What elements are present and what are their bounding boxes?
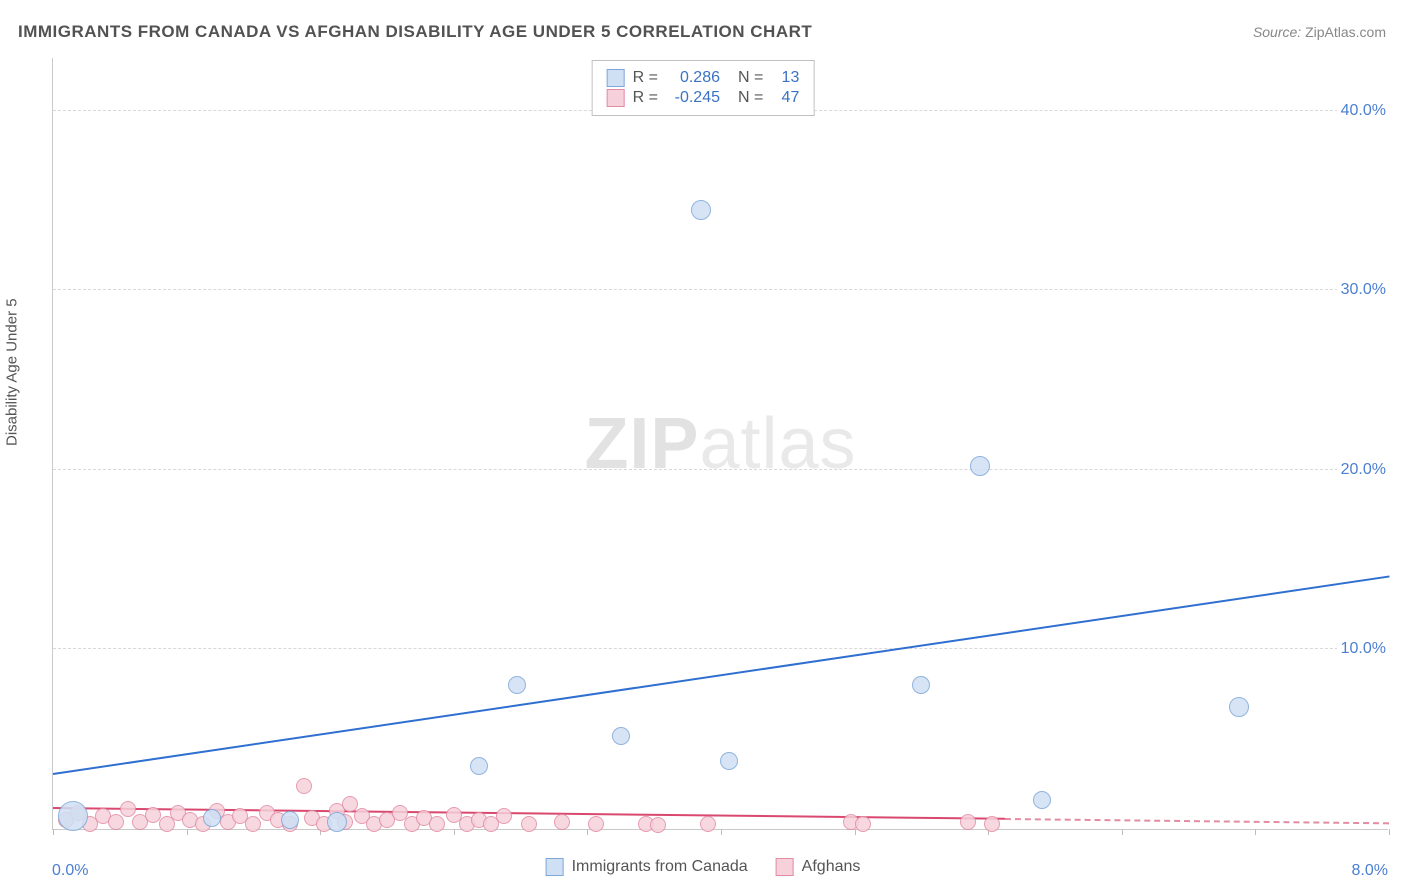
data-point xyxy=(960,814,976,830)
data-point xyxy=(691,200,711,220)
y-axis-title: Disability Age Under 5 xyxy=(4,298,21,446)
watermark: ZIPatlas xyxy=(584,403,856,485)
data-point xyxy=(58,801,88,831)
r-label: R = xyxy=(633,69,658,87)
data-point xyxy=(700,816,716,832)
source-value: ZipAtlas.com xyxy=(1305,24,1386,40)
data-point xyxy=(281,811,299,829)
data-point xyxy=(612,727,630,745)
source-label: Source: xyxy=(1253,24,1301,40)
series-legend: Immigrants from Canada Afghans xyxy=(546,858,861,876)
data-point xyxy=(245,816,261,832)
correlation-legend: R = 0.286 N = 13 R = -0.245 N = 47 xyxy=(592,60,815,116)
data-point xyxy=(984,816,1000,832)
data-point xyxy=(496,808,512,824)
data-point xyxy=(508,676,526,694)
r-value: 0.286 xyxy=(666,69,720,87)
legend-item: Immigrants from Canada xyxy=(546,858,748,876)
data-point xyxy=(470,757,488,775)
gridline xyxy=(53,289,1388,290)
trend-line xyxy=(53,576,1389,775)
x-tick xyxy=(587,829,588,835)
legend-swatch xyxy=(607,69,625,87)
legend-swatch xyxy=(607,89,625,107)
x-axis-origin-label: 0.0% xyxy=(52,862,88,880)
y-tick-label: 30.0% xyxy=(1337,281,1390,299)
data-point xyxy=(521,816,537,832)
data-point xyxy=(588,816,604,832)
legend-item: Afghans xyxy=(776,858,861,876)
data-point xyxy=(970,456,990,476)
legend-row: R = 0.286 N = 13 xyxy=(607,69,800,87)
r-label: R = xyxy=(633,89,658,107)
data-point xyxy=(554,814,570,830)
x-tick xyxy=(187,829,188,835)
watermark-bold: ZIP xyxy=(584,404,699,484)
legend-label: Immigrants from Canada xyxy=(572,858,748,876)
x-tick xyxy=(1389,829,1390,835)
watermark-regular: atlas xyxy=(699,404,856,484)
data-point xyxy=(720,752,738,770)
x-tick xyxy=(1122,829,1123,835)
chart-title: IMMIGRANTS FROM CANADA VS AFGHAN DISABIL… xyxy=(18,22,812,42)
legend-row: R = -0.245 N = 47 xyxy=(607,89,800,107)
n-label: N = xyxy=(738,69,763,87)
y-tick-label: 40.0% xyxy=(1337,102,1390,120)
y-tick-label: 10.0% xyxy=(1337,640,1390,658)
source-attribution: Source: ZipAtlas.com xyxy=(1253,24,1386,40)
data-point xyxy=(912,676,930,694)
n-value: 13 xyxy=(771,69,799,87)
data-point xyxy=(1229,697,1249,717)
data-point xyxy=(1033,791,1051,809)
trend-line-dashed xyxy=(1005,818,1389,824)
scatter-plot-area: ZIPatlas 10.0% 20.0% 30.0% 40.0% xyxy=(52,58,1388,830)
n-label: N = xyxy=(738,89,763,107)
data-point xyxy=(429,816,445,832)
x-axis-end-label: 8.0% xyxy=(1352,862,1388,880)
legend-label: Afghans xyxy=(802,858,861,876)
x-tick xyxy=(53,829,54,835)
r-value: -0.245 xyxy=(666,89,720,107)
legend-swatch xyxy=(546,858,564,876)
gridline xyxy=(53,469,1388,470)
legend-swatch xyxy=(776,858,794,876)
data-point xyxy=(855,816,871,832)
x-tick xyxy=(721,829,722,835)
x-tick xyxy=(454,829,455,835)
data-point xyxy=(327,812,347,832)
n-value: 47 xyxy=(771,89,799,107)
data-point xyxy=(203,809,221,827)
data-point xyxy=(296,778,312,794)
data-point xyxy=(650,817,666,833)
data-point xyxy=(108,814,124,830)
x-tick xyxy=(1255,829,1256,835)
y-tick-label: 20.0% xyxy=(1337,461,1390,479)
x-tick xyxy=(855,829,856,835)
gridline xyxy=(53,648,1388,649)
